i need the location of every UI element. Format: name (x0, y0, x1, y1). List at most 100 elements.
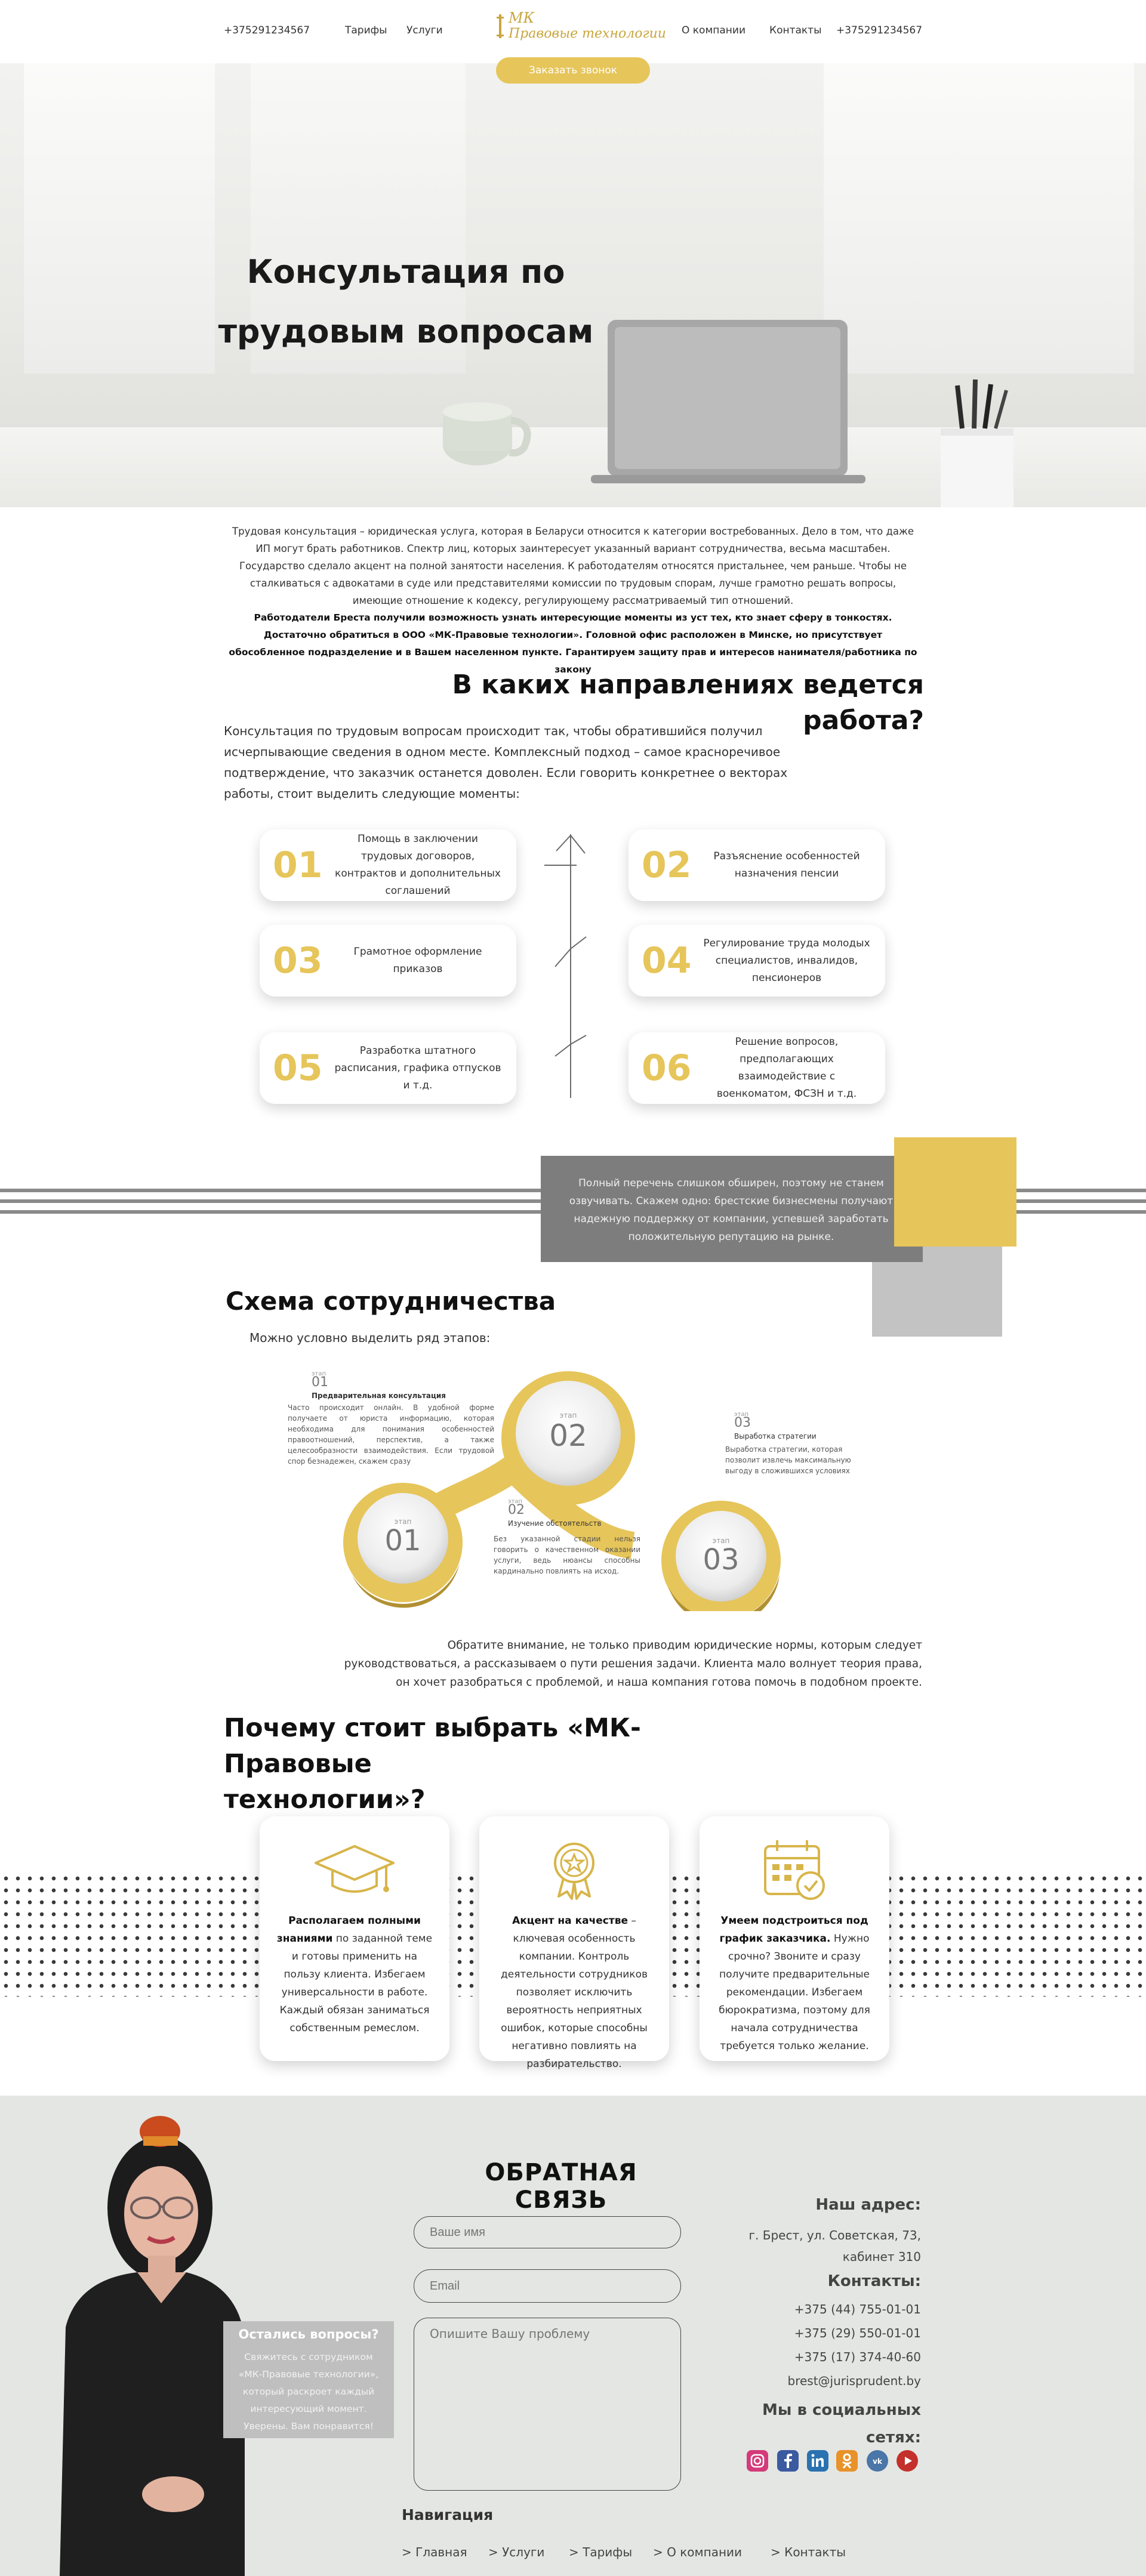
why-card-bold: Располагаем полными знаниями (276, 1915, 421, 1945)
hero-title-line2: трудовым вопросам (218, 313, 594, 350)
direction-card-6: 06 Решение вопросов, предполагающих взаи… (629, 1032, 885, 1104)
vk-icon[interactable]: vk (867, 2450, 888, 2472)
step3-text: Выработка стратегии, которая позволит из… (725, 1445, 851, 1475)
hero-title-line1: Консультация по (247, 253, 565, 291)
why-card-bold: Умеем подстроиться под график заказчика. (719, 1915, 868, 1945)
direction-card-2: 02 Разъяснение особенностей назначения п… (629, 829, 885, 901)
why-card-body: – ключевая особенность компании. Контрол… (500, 1915, 648, 2070)
logo-mk: МК (509, 10, 535, 26)
logo[interactable]: МК Правовые технологии (493, 8, 666, 44)
logo-text: Правовые технологии (509, 26, 666, 41)
step2-number: 02 (508, 1503, 525, 1517)
directions-lead: Консультация по трудовым вопросам происх… (224, 724, 788, 801)
directions-connector-lines (544, 834, 587, 1098)
header-phone-right[interactable]: +375291234567 (836, 24, 923, 36)
hero-window-center (251, 63, 466, 374)
direction-number: 05 (273, 1047, 323, 1089)
hero-window-left (24, 63, 215, 374)
consultant-photo (60, 2116, 245, 2576)
why-card-schedule: Умеем подстроиться под график заказчика.… (700, 1816, 889, 2061)
scheme-circle-num-1: 01 (384, 1524, 421, 1557)
direction-text: Разработка штатного расписания, графика … (334, 1044, 501, 1091)
facebook-icon[interactable] (777, 2450, 799, 2472)
directions-title: В каких направлениях ведется работа? (452, 670, 924, 736)
nav-services[interactable]: Услуги (406, 24, 443, 36)
address-line2: кабинет 310 (842, 2250, 921, 2264)
footer-nav-title: Навигация (402, 2506, 494, 2523)
scheme-circle-num-3: 03 (703, 1543, 739, 1577)
why-card-knowledge: Располагаем полными знаниями по заданной… (260, 1816, 449, 2061)
phone-1[interactable]: +375 (44) 755-01-01 (794, 2302, 921, 2316)
why-title-line1: Почему стоит выбрать «МК-Правовые (224, 1713, 641, 1779)
step1-number: 01 (312, 1375, 328, 1390)
intro-paragraph-2: Работодатели Бреста получили возможность… (229, 612, 917, 675)
why-card-quality: Акцент на качестве – ключевая особенност… (479, 1816, 669, 2070)
scheme-circle-stage-1: этап (395, 1517, 412, 1526)
nav-contacts[interactable]: Контакты (769, 24, 822, 36)
step1-stage-word: этап (312, 1371, 326, 1377)
step2-stage-word: этап (508, 1498, 522, 1505)
logo-mark-icon (497, 14, 504, 38)
intro-text: Трудовая консультация – юридическая услу… (227, 523, 919, 678)
nav-tariffs[interactable]: Тарифы (345, 24, 387, 36)
why-card-body: Нужно срочно? Звоните и сразу получите п… (719, 1933, 870, 2052)
step1-text: Часто происходит онлайн. В удобной форме… (288, 1403, 494, 1466)
order-call-button[interactable]: Заказать звонок (496, 57, 650, 84)
scheme-title: Схема сотрудничества (226, 1287, 556, 1316)
feedback-title: ОБРАТНАЯ СВЯЗЬ (485, 2159, 637, 2214)
footer-nav-tariffs[interactable]: > Тарифы (569, 2545, 633, 2559)
odnoklassniki-icon[interactable] (836, 2450, 858, 2472)
nav-about[interactable]: О компании (682, 24, 746, 36)
name-input[interactable] (414, 2216, 681, 2248)
direction-text: Регулирование труда молодых специалистов… (703, 937, 870, 984)
bubble-title: Остались вопросы? (238, 2327, 379, 2341)
why-card-text: Располагаем полными знаниями по заданной… (275, 1912, 434, 2037)
intro-paragraph-1: Трудовая консультация – юридическая услу… (232, 526, 914, 606)
step2-text: Без указанной стадии нельзя говорить о к… (494, 1535, 640, 1575)
graduation-cap-icon (315, 1845, 395, 1893)
phone-3[interactable]: +375 (17) 374-40-60 (794, 2350, 921, 2364)
email-link[interactable]: brest@jurisprudent.by (787, 2374, 921, 2388)
why-card-text: Акцент на качестве – ключевая особенност… (495, 1912, 654, 2073)
direction-number: 06 (642, 1047, 692, 1089)
why-card-bold: Акцент на качестве (512, 1915, 628, 1927)
step2-title: Изучение обстоятельств (508, 1519, 602, 1528)
banner-box (541, 1156, 923, 1262)
step3-number: 03 (734, 1415, 751, 1430)
site-header: +375291234567 Тарифы Услуги МК Правовые … (0, 0, 1146, 63)
instagram-icon[interactable] (747, 2450, 768, 2472)
phone-2[interactable]: +375 (29) 550-01-01 (794, 2326, 921, 2340)
footer-nav-about[interactable]: > О компании (653, 2545, 743, 2559)
direction-text: Грамотное оформление приказов (353, 946, 482, 975)
why-card-body: по заданной теме и готовы применить на п… (279, 1933, 433, 2034)
why-card-text: Умеем подстроиться под график заказчика.… (715, 1912, 874, 2055)
problem-textarea[interactable] (414, 2318, 681, 2491)
scheme-diagram: этап 01 этап 02 этап 03 (343, 1371, 781, 1611)
youtube-icon[interactable] (897, 2450, 918, 2472)
hero-office-illustration (443, 320, 1013, 507)
linkedin-icon[interactable] (807, 2450, 828, 2472)
scheme-note: Обратите внимание, не только приводим юр… (344, 1639, 922, 1689)
direction-text: Разъяснение особенностей назначения пенс… (713, 850, 860, 880)
bubble-text: Свяжитесь с сотрудником «МК-Правовые тех… (238, 2352, 379, 2432)
scheme-circle-stage-3: этап (713, 1537, 730, 1545)
direction-number: 03 (273, 940, 323, 982)
direction-text: Решение вопросов, предполагающих взаимод… (716, 1036, 857, 1100)
social-title-line1: Мы в социальных (762, 2401, 921, 2419)
scheme-subtitle: Можно условно выделить ряд этапов: (249, 1331, 491, 1345)
email-input[interactable] (414, 2269, 681, 2303)
scheme-circle-stage-2: этап (560, 1411, 577, 1420)
footer-nav-contacts[interactable]: > Контакты (771, 2545, 846, 2559)
social-title-line2: сетях: (866, 2429, 921, 2447)
footer-nav-home[interactable]: > Главная (402, 2545, 467, 2559)
footer-nav-services[interactable]: > Услуги (488, 2545, 545, 2559)
svg-text:vk: vk (873, 2457, 883, 2466)
address-title: Наш адрес: (815, 2196, 921, 2214)
step3-title: Выработка стратегии (734, 1432, 817, 1440)
direction-number: 04 (642, 940, 692, 982)
hero-window-right (824, 63, 1134, 374)
social-title: Мы в социальных сетях: (762, 2396, 921, 2451)
direction-card-5: 05 Разработка штатного расписания, графи… (260, 1032, 516, 1104)
header-phone-left[interactable]: +375291234567 (224, 24, 310, 36)
direction-card-1: 01 Помощь в заключении трудовых договоро… (260, 829, 516, 901)
